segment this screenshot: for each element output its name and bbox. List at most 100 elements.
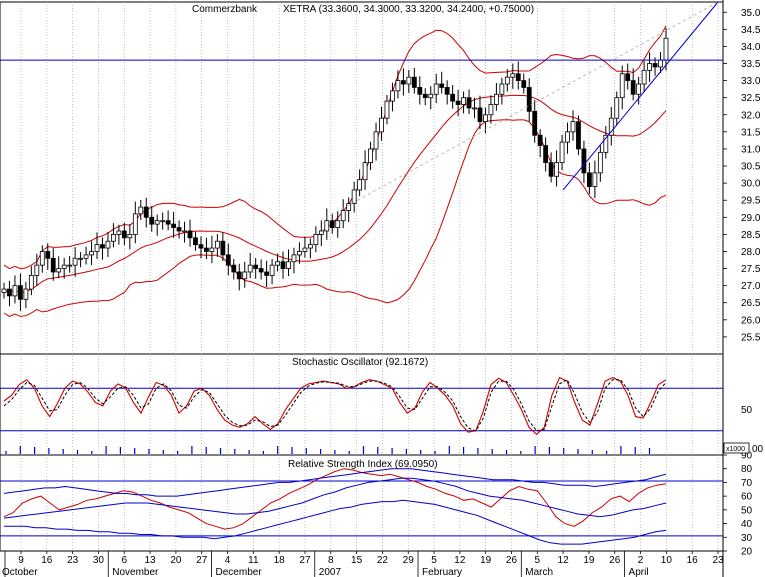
candle-body xyxy=(286,261,291,269)
lower-band-line xyxy=(3,119,667,317)
candle-body xyxy=(340,210,346,222)
candle-body xyxy=(532,110,538,136)
candle-body xyxy=(608,117,614,136)
candle-body xyxy=(253,264,259,269)
candle-body xyxy=(400,80,406,85)
x-tick-label: 16 xyxy=(41,555,53,566)
candle-body xyxy=(111,233,116,242)
candle-body xyxy=(12,285,18,297)
candle-body xyxy=(652,63,658,68)
candle-body xyxy=(576,121,581,150)
candle-body xyxy=(78,257,83,260)
x-tick-label: 30 xyxy=(93,555,105,566)
candle-body xyxy=(603,134,609,153)
rsi-y-tick-label: 80 xyxy=(741,464,753,475)
x-tick-label: 27 xyxy=(299,555,311,566)
candle-body xyxy=(466,97,472,109)
x-tick-label: 13 xyxy=(145,555,157,566)
candle-body xyxy=(89,251,94,256)
candle-body xyxy=(625,73,631,82)
candle-body xyxy=(116,230,122,235)
price-y-tick-label: 33.5 xyxy=(741,59,761,70)
candle-body xyxy=(105,240,111,249)
candle-body xyxy=(143,206,149,218)
candle-body xyxy=(7,288,12,297)
candle-body xyxy=(23,288,29,300)
rsi-line xyxy=(3,468,667,530)
candle-body xyxy=(193,237,198,246)
rsi-y-tick-label: 30 xyxy=(741,533,753,544)
candle-body xyxy=(225,254,231,266)
candle-body xyxy=(499,83,505,95)
price-y-tick-label: 34.0 xyxy=(741,42,761,53)
price-panel-frame xyxy=(0,1,724,355)
x-tick-label: 4 xyxy=(225,555,231,566)
candle-body xyxy=(258,268,264,273)
candle-body xyxy=(94,244,100,252)
candle-body xyxy=(72,257,78,266)
candle-body xyxy=(565,131,570,143)
candle-body xyxy=(56,268,62,273)
candle-body xyxy=(346,203,352,211)
candle-body xyxy=(521,80,527,88)
candle-body xyxy=(214,240,220,249)
candle-body xyxy=(619,73,625,99)
volume-scale-box xyxy=(723,442,750,454)
candle-body xyxy=(291,254,297,263)
price-y-tick-label: 30.0 xyxy=(741,179,761,190)
rsi-title: Relative Strength Index (69.0950) xyxy=(288,459,438,470)
candle-body xyxy=(411,76,417,88)
candle-body xyxy=(450,93,456,102)
candle-body xyxy=(264,271,270,276)
price-y-tick-label: 26.5 xyxy=(741,298,761,309)
candle-body xyxy=(204,247,209,252)
rsi-y-tick-label: 50 xyxy=(741,505,753,516)
middle-band-line xyxy=(3,94,667,294)
x-tick-label: 16 xyxy=(687,555,699,566)
candle-body xyxy=(630,80,636,95)
price-y-tick-label: 28.0 xyxy=(741,247,761,258)
x-tick-label: 5 xyxy=(431,555,437,566)
price-y-tick-label: 27.0 xyxy=(741,281,761,292)
candle-body xyxy=(406,76,412,85)
candle-body xyxy=(559,141,565,164)
candle-body xyxy=(477,107,483,123)
candle-body xyxy=(165,220,171,225)
candle-body xyxy=(422,93,428,99)
x-tick-label: 12 xyxy=(558,555,570,566)
price-y-tick-label: 31.0 xyxy=(741,144,761,155)
candle-body xyxy=(307,244,313,249)
candle-body xyxy=(318,230,324,235)
price-y-tick-label: 28.5 xyxy=(741,230,761,241)
candle-body xyxy=(121,230,127,239)
price-y-tick-label: 29.5 xyxy=(741,196,761,207)
rsi-panel xyxy=(0,468,723,545)
candle-body xyxy=(100,244,105,249)
candle-body xyxy=(373,131,379,150)
candle-body xyxy=(587,172,592,187)
price-y-tick-label: 35.0 xyxy=(741,8,761,19)
candle-body xyxy=(231,264,237,273)
price-y-tick-label: 32.0 xyxy=(741,110,761,121)
candle-body xyxy=(67,264,73,267)
candle-body xyxy=(614,97,620,119)
candle-body xyxy=(362,162,368,181)
month-label: February xyxy=(422,567,462,577)
candle-body xyxy=(455,100,461,105)
candle-body xyxy=(280,261,286,269)
x-tick-label: 9 xyxy=(18,555,24,566)
candle-body xyxy=(439,83,445,88)
candle-body xyxy=(384,100,390,119)
candle-body xyxy=(187,230,193,239)
price-y-tick-label: 27.5 xyxy=(741,264,761,275)
candle-body xyxy=(242,271,248,280)
candle-body xyxy=(28,274,34,290)
rsi-upper-envelope-line xyxy=(3,468,667,497)
candle-body xyxy=(182,230,187,233)
candle-body xyxy=(160,220,166,223)
rsi-y-tick-label: 20 xyxy=(741,547,753,558)
candle-body xyxy=(417,87,423,95)
candle-body xyxy=(433,83,439,95)
rsi-y-tick-label: 70 xyxy=(741,478,753,489)
